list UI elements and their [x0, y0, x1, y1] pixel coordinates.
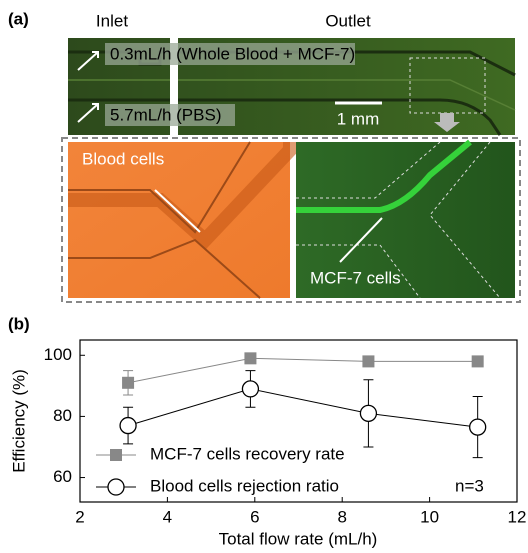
x-tick-label: 4 — [163, 507, 172, 526]
zoom-frame — [61, 137, 521, 303]
legend-marker — [110, 449, 122, 461]
series-line — [127, 357, 478, 384]
data-point — [469, 418, 487, 436]
series-line — [127, 388, 478, 428]
y-tick-label: 60 — [53, 467, 72, 486]
y-tick-label: 100 — [44, 345, 72, 364]
x-tick-label: 12 — [508, 507, 527, 526]
y-axis-title: Efficiency (%) — [9, 369, 28, 473]
annotation: n=3 — [455, 476, 484, 495]
x-tick-label: 2 — [75, 507, 84, 526]
inlet-label: Inlet — [96, 11, 128, 30]
data-point — [122, 376, 135, 389]
legend-label: MCF-7 cells recovery rate — [150, 444, 345, 463]
micrograph-blood — [68, 141, 297, 299]
x-tick-label: 6 — [250, 507, 259, 526]
legend-marker — [107, 478, 125, 496]
y-tick-label: 80 — [53, 406, 72, 425]
blood-cells-label: Blood cells — [82, 149, 164, 168]
plot-frame — [79, 339, 518, 503]
data-point — [359, 404, 378, 423]
x-tick-label: 10 — [420, 507, 439, 526]
x-tick-label: 8 — [337, 507, 346, 526]
outlet-label: Outlet — [325, 11, 371, 30]
panel-label: (a) — [8, 9, 29, 28]
data-point — [119, 416, 137, 435]
data-point — [362, 355, 375, 368]
micrograph-mcf — [296, 139, 515, 299]
data-point — [244, 352, 257, 365]
data-point — [471, 355, 484, 368]
x-axis-title: Total flow rate (mL/h) — [219, 529, 378, 548]
flow-bottom-label: 5.7mL/h (PBS) — [110, 105, 222, 124]
legend-label: Blood cells rejection ratio — [150, 476, 339, 495]
scale-bar-label: 1 mm — [337, 109, 380, 128]
mcf-cells-label: MCF-7 cells — [310, 268, 401, 287]
panel-label: (b) — [8, 314, 30, 333]
flow-top-label: 0.3mL/h (Whole Blood + MCF-7) — [110, 44, 355, 63]
micrograph-top — [68, 38, 516, 136]
data-point — [241, 380, 260, 398]
